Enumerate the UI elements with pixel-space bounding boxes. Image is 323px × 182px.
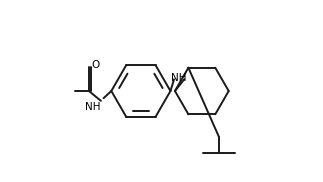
Text: O: O: [92, 60, 100, 70]
Text: NH: NH: [85, 102, 100, 112]
Text: NH: NH: [171, 74, 186, 84]
